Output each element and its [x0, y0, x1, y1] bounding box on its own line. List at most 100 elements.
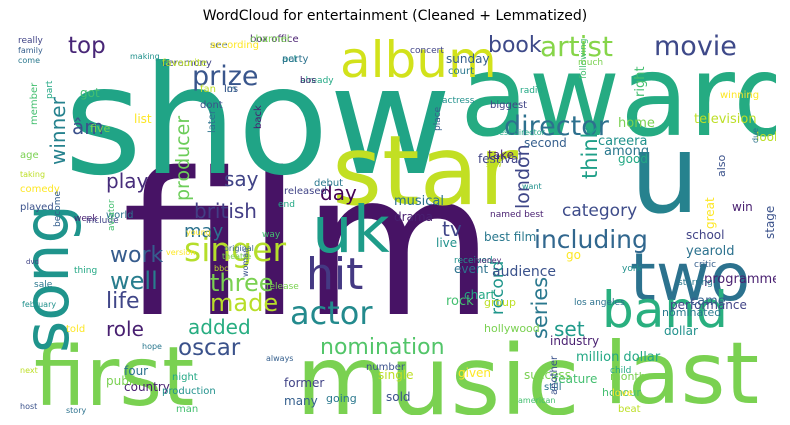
word-artist: artist: [540, 33, 613, 63]
small-word: musical: [394, 194, 445, 209]
small-word: member: [29, 82, 40, 125]
small-word: look: [756, 130, 776, 144]
small-word: live: [436, 236, 458, 250]
small-word: want: [522, 182, 542, 191]
word-am: âm: [72, 115, 104, 139]
word-oscar: oscar: [178, 335, 241, 361]
small-word: im: [224, 84, 237, 95]
word-including: including: [534, 225, 648, 254]
small-word: bos: [300, 76, 316, 86]
small-word: public: [106, 374, 143, 388]
small-word: really: [18, 36, 43, 46]
small-word: great: [703, 197, 717, 229]
word-day: day: [320, 181, 357, 205]
small-word: played: [20, 202, 54, 213]
small-word: yearold: [686, 244, 735, 259]
word-two: two: [630, 239, 751, 316]
word-top: top: [68, 33, 106, 59]
small-word: los: [224, 84, 239, 95]
small-word: best film: [484, 230, 537, 244]
small-word: sold: [386, 390, 411, 404]
small-word: got: [80, 86, 100, 100]
small-word: critic: [694, 260, 717, 270]
small-word: young: [186, 228, 211, 237]
small-word: biggest: [490, 100, 528, 111]
small-word: released: [284, 186, 327, 197]
small-word: good: [618, 152, 648, 166]
small-word: festival: [478, 152, 522, 166]
small-word: take: [488, 148, 514, 162]
chart-title: WordCloud for entertainment (Cleaned + L…: [202, 8, 588, 24]
small-word: back: [253, 105, 264, 129]
small-word: also: [715, 154, 728, 177]
small-word: saw: [486, 160, 502, 169]
small-word: programme: [704, 272, 776, 287]
small-word: comedy: [20, 184, 60, 195]
word-book: book: [488, 33, 542, 58]
small-word: court: [448, 66, 474, 77]
word-made: made: [210, 289, 279, 317]
small-word: man: [176, 404, 199, 415]
small-word: country: [124, 380, 170, 394]
small-word: million dollar: [576, 350, 661, 365]
word-last: last: [604, 324, 760, 415]
small-word: told: [66, 324, 86, 335]
small-word: another: [549, 355, 560, 395]
small-word: thing: [74, 266, 98, 276]
small-word: favourite: [162, 58, 207, 69]
word-singer: singer: [184, 230, 287, 269]
small-word: concert: [410, 46, 444, 56]
small-word: making: [130, 52, 160, 61]
small-word: include: [86, 216, 119, 226]
small-word: single: [378, 368, 414, 382]
small-word: number: [366, 362, 406, 373]
small-word: channel: [250, 34, 290, 45]
small-word: ceremony: [162, 58, 212, 69]
small-word: party: [282, 54, 309, 65]
small-word: version: [166, 248, 196, 257]
word-actor: actor: [290, 294, 373, 332]
small-word: love: [612, 388, 633, 399]
small-word: end: [278, 200, 295, 210]
small-word: television: [694, 112, 757, 127]
word-u: u: [630, 110, 700, 238]
small-word: home: [618, 116, 655, 131]
word-category: category: [562, 201, 638, 221]
small-word: event: [454, 262, 489, 276]
small-word: always: [266, 354, 294, 363]
word-band: band: [602, 281, 728, 339]
word-role: role: [106, 317, 144, 341]
small-word: win: [732, 200, 753, 214]
small-word: night: [172, 372, 198, 383]
wordcloud-canvas: film show award music star first u last …: [14, 33, 776, 415]
small-word: list: [134, 112, 152, 126]
word-director: director: [504, 111, 609, 142]
small-word: named best: [490, 210, 544, 220]
small-word: nominated: [662, 306, 722, 319]
small-word: starring: [678, 278, 713, 288]
small-word: already: [300, 76, 334, 86]
small-word: los angeles: [574, 298, 625, 308]
small-word: world: [106, 210, 134, 221]
word-film: film: [122, 130, 495, 361]
small-word: american: [518, 396, 556, 405]
small-word: host: [20, 402, 38, 411]
word-album: album: [340, 33, 497, 89]
word-set: set: [554, 317, 585, 341]
small-word: winning: [720, 90, 760, 101]
small-word: dollar: [664, 324, 698, 338]
small-word: become: [53, 190, 63, 227]
word-nomination: nomination: [320, 335, 445, 360]
word-star: star: [332, 115, 518, 227]
small-word: group: [484, 296, 516, 309]
word-added: added: [188, 315, 251, 339]
small-word: see: [210, 40, 228, 51]
small-word: still: [544, 382, 562, 393]
small-word: story: [66, 406, 87, 415]
small-word: next: [20, 366, 38, 375]
small-word: best director: [494, 128, 545, 137]
small-word: later: [207, 109, 218, 133]
word-hit: hit: [306, 249, 364, 300]
small-word: much: [578, 58, 604, 68]
small-word: dvd: [26, 258, 40, 266]
